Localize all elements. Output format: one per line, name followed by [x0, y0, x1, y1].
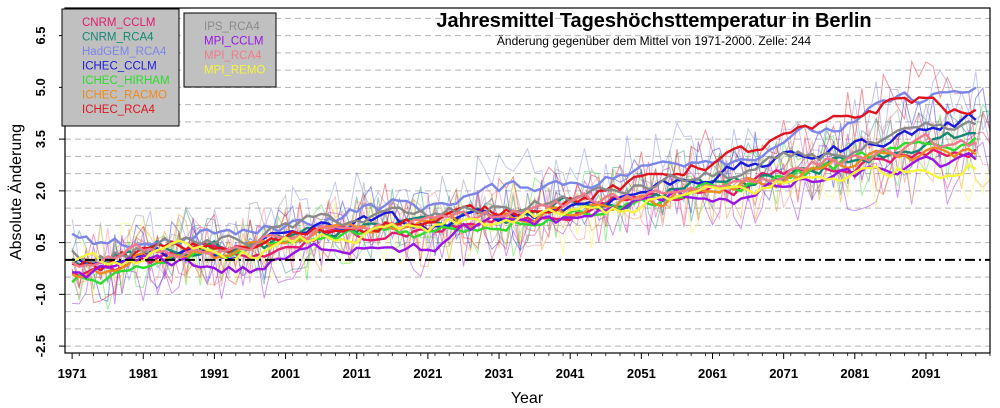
legend-entry: CNRM_RCA4	[82, 32, 154, 44]
x-tick-label: 1971	[58, 366, 87, 381]
series-smoothed-line	[71, 163, 977, 267]
x-tick-label: 2061	[698, 366, 727, 381]
plot-frame	[64, 7, 991, 354]
legend-entry: MPI_RCA4	[204, 50, 262, 62]
y-tick-label: -2.5	[33, 335, 48, 357]
legend-right: IPS_RCA4 MPI_CCLM MPI_RCA4 MPI_REMO	[183, 12, 277, 88]
legend-entry: ICHEC_CCLM	[82, 61, 157, 73]
x-tick-label: 2051	[627, 366, 656, 381]
x-tick-label: 2071	[769, 366, 798, 381]
x-tick-label: 2081	[840, 366, 869, 381]
legend-entry: MPI_CCLM	[204, 36, 263, 48]
y-axis: -2.5 -1.0 0.5 2.0 3.5 5.0 6.5	[33, 27, 65, 357]
series-smoothed-line	[71, 120, 977, 264]
x-axis: 1971 1981 1991 2001 2011 2021 2031 2041 2051 2061…	[58, 353, 991, 381]
legend-left-box	[61, 8, 180, 127]
x-tick-label: 2011	[343, 366, 371, 381]
x-tick-label: 2001	[271, 366, 300, 381]
x-tick-label: 2021	[413, 366, 442, 381]
series-smoothed-line	[71, 86, 977, 249]
y-tick-label: 6.5	[33, 27, 48, 45]
series-annual-line	[71, 102, 991, 310]
y-axis-label: Absolute Änderung	[7, 124, 25, 260]
legend-right-box	[183, 12, 277, 88]
legend-entry: IPS_RCA4	[204, 21, 260, 33]
y-tick-label: 0.5	[33, 234, 48, 252]
legend-entry: HadGEM_RCA4	[82, 46, 167, 58]
smoothed-series-layer	[71, 86, 977, 285]
y-tick-label: 2.0	[33, 182, 48, 200]
x-axis-label: Year	[511, 390, 544, 407]
series-annual-line	[71, 110, 991, 290]
legend-entry: MPI_REMO	[204, 65, 265, 77]
x-tick-label: 1981	[129, 366, 158, 381]
legend-entry: ICHEC_RACMO	[82, 90, 167, 102]
x-tick-label: 2041	[556, 366, 585, 381]
y-tick-label: 3.5	[33, 130, 48, 148]
y-tick-label: -1.0	[33, 283, 48, 305]
chart-title: Jahresmittel Tageshöchsttemperatur in Be…	[436, 10, 871, 32]
series-annual-line	[71, 59, 991, 304]
legend-entry: CNRM_CCLM	[82, 17, 155, 29]
x-tick-label: 2091	[912, 366, 941, 381]
chart-subtitle: Änderung gegenüber dem Mittel von 1971-2…	[497, 34, 812, 48]
series-smoothed-line	[71, 132, 977, 268]
x-tick-label: 1991	[200, 366, 229, 381]
legend-left: CNRM_CCLM CNRM_RCA4 HadGEM_RCA4 ICHEC_CCLM I…	[61, 8, 180, 127]
legend-entry: ICHEC_RCA4	[82, 104, 155, 116]
legend-entry: ICHEC_HIRHAM	[82, 75, 170, 87]
y-tick-label: 5.0	[33, 78, 48, 96]
x-tick-label: 2031	[485, 366, 514, 381]
